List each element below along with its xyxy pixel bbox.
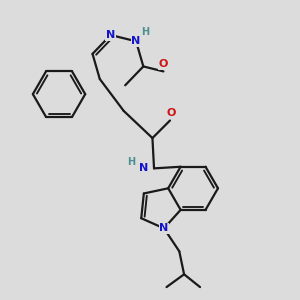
Text: N: N: [131, 36, 141, 46]
Text: N: N: [139, 163, 148, 173]
Text: N: N: [159, 224, 169, 233]
Text: H: H: [141, 27, 149, 37]
Text: N: N: [106, 30, 115, 40]
Text: O: O: [159, 59, 168, 69]
Text: O: O: [166, 109, 176, 118]
Text: H: H: [127, 157, 135, 167]
